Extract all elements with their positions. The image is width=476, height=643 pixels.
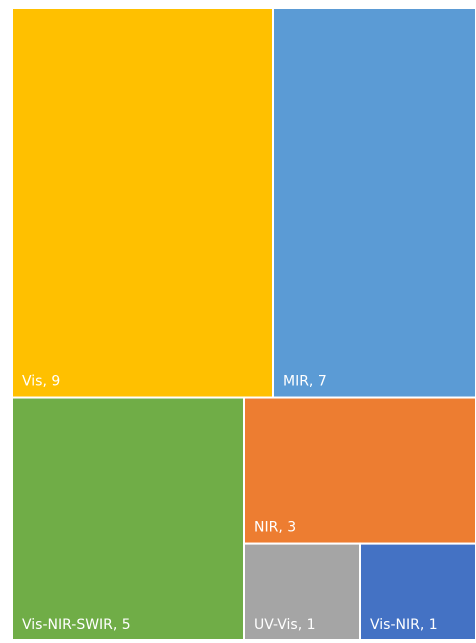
treemap-tile bbox=[243, 396, 476, 545]
tile-label: UV-Vis, 1 bbox=[254, 617, 316, 633]
tile-label: MIR, 7 bbox=[283, 374, 327, 390]
tile-label: Vis-NIR, 1 bbox=[370, 617, 438, 633]
tile-label: Vis-NIR-SWIR, 5 bbox=[22, 617, 131, 633]
treemap-tile bbox=[243, 542, 361, 642]
treemap-tile bbox=[11, 396, 245, 642]
tile-label: NIR, 3 bbox=[254, 520, 296, 536]
tile-label: Vis, 9 bbox=[22, 374, 60, 390]
treemap-tile bbox=[272, 7, 476, 399]
treemap-tile bbox=[359, 542, 476, 642]
treemap-tile bbox=[11, 7, 274, 399]
